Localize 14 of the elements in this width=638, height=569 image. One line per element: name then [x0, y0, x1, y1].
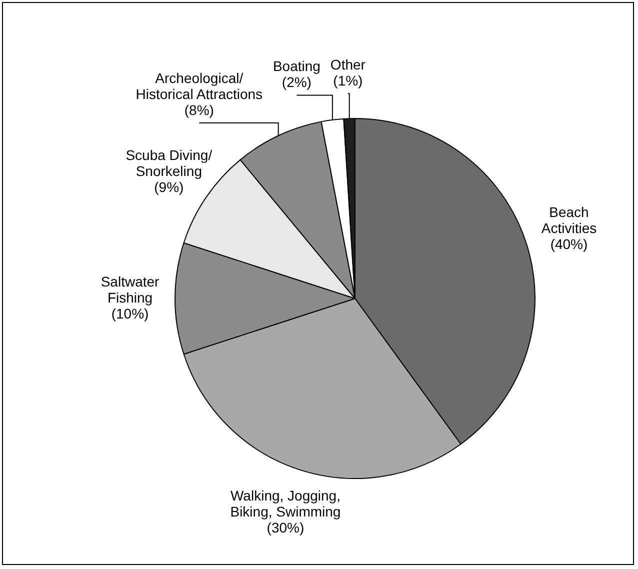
- data-label: (10%): [111, 305, 149, 322]
- slice-label: Boating: [272, 58, 320, 74]
- slice-label: Other: [330, 56, 366, 72]
- slice-label: Beach Activities: [541, 204, 597, 236]
- slice-label: Saltwater Fishing: [100, 273, 160, 306]
- slice-label: Archeological/ Historical Attractions: [136, 70, 263, 102]
- data-label: (8%): [184, 102, 214, 118]
- data-label: (1%): [333, 72, 363, 88]
- slice-label: Scuba Diving/ Snorkeling: [126, 146, 212, 179]
- data-label: (9%): [154, 178, 184, 195]
- slice-label: Walking, Jogging, Biking, Swimming: [230, 487, 341, 520]
- data-label: (30%): [266, 519, 304, 536]
- data-label: (2%): [282, 74, 312, 90]
- data-label: (40%): [550, 236, 588, 252]
